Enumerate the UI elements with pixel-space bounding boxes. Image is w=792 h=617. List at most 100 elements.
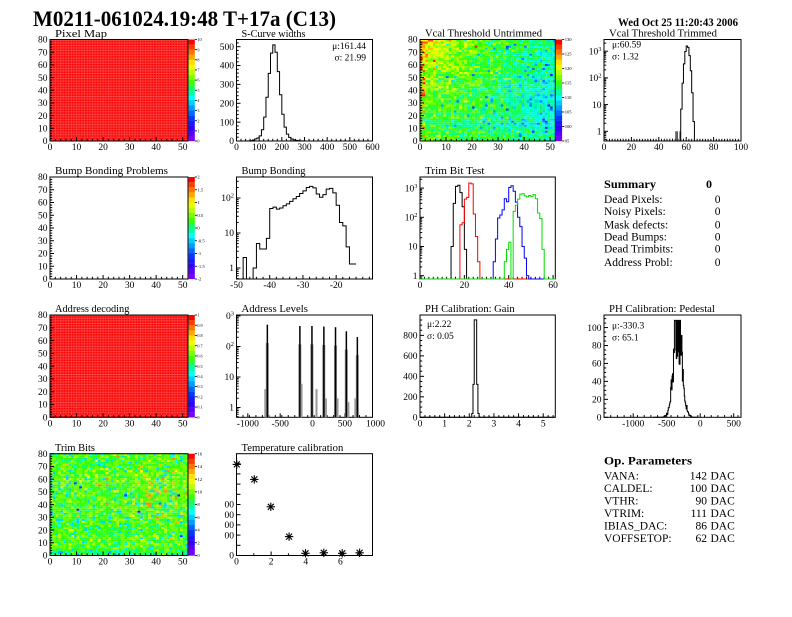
svg-text:20: 20 [408, 112, 418, 122]
svg-text:70: 70 [38, 48, 48, 58]
svg-text:0: 0 [715, 257, 721, 269]
svg-text:Pixel Map: Pixel Map [55, 28, 108, 40]
svg-text:40: 40 [592, 378, 602, 388]
svg-text:10: 10 [225, 373, 235, 383]
svg-text:30: 30 [125, 420, 135, 430]
svg-text:10: 10 [72, 281, 82, 291]
svg-text:80: 80 [709, 143, 719, 153]
svg-text:Dead Bumps:: Dead Bumps: [604, 232, 667, 244]
svg-text:30: 30 [38, 237, 48, 247]
svg-text:10: 10 [197, 37, 201, 42]
svg-text:400: 400 [403, 373, 418, 383]
svg-text:7: 7 [197, 68, 199, 73]
svg-text:20: 20 [38, 250, 48, 260]
svg-text:130: 130 [565, 37, 573, 42]
svg-text:20: 20 [460, 281, 470, 291]
svg-text:40: 40 [38, 224, 48, 234]
svg-text:60: 60 [38, 61, 48, 71]
svg-text:0: 0 [715, 244, 721, 256]
svg-text:60: 60 [38, 199, 48, 209]
svg-text:1: 1 [197, 200, 200, 205]
svg-text:105: 105 [565, 110, 573, 115]
svg-text:0: 0 [43, 137, 48, 147]
svg-text:Trim Bit Test: Trim Bit Test [425, 165, 485, 177]
svg-text:40: 40 [151, 143, 161, 153]
svg-text:10: 10 [592, 101, 602, 111]
svg-text:00: 00 [225, 521, 235, 531]
svg-text:3: 3 [197, 108, 199, 113]
svg-text:-1000: -1000 [622, 420, 644, 430]
svg-text:Wed Oct 25 11:20:43 2006: Wed Oct 25 11:20:43 2006 [618, 15, 738, 29]
svg-text:20: 20 [38, 388, 48, 398]
svg-text:IBIAS_DAC:: IBIAS_DAC: [604, 521, 667, 533]
svg-text:50: 50 [178, 420, 188, 430]
svg-text:30: 30 [125, 558, 135, 568]
svg-text:Bump Bonding: Bump Bonding [242, 165, 306, 177]
svg-text:Trim Bits: Trim Bits [55, 442, 95, 454]
svg-text:103: 103 [589, 46, 602, 58]
svg-text:Dead Trimbits:: Dead Trimbits: [604, 244, 673, 256]
svg-text:-20: -20 [330, 281, 343, 291]
svg-text:-0.5: -0.5 [197, 238, 205, 243]
svg-text:40: 40 [38, 86, 48, 96]
svg-text:0: 0 [197, 415, 199, 420]
svg-text:2: 2 [197, 540, 200, 545]
svg-text:DAC: DAC [711, 496, 736, 508]
svg-text:0: 0 [48, 420, 53, 430]
svg-text:80: 80 [38, 450, 48, 460]
svg-text:10: 10 [38, 539, 48, 549]
svg-text:0: 0 [43, 275, 48, 285]
svg-text:86: 86 [696, 521, 708, 533]
svg-text:4: 4 [197, 528, 200, 533]
svg-text:0: 0 [413, 414, 418, 424]
svg-text:2: 2 [467, 420, 472, 430]
svg-text:0.2: 0.2 [197, 394, 202, 399]
svg-text:σ: 0.05: σ: 0.05 [427, 332, 454, 342]
svg-text:125: 125 [565, 52, 573, 57]
svg-text:6: 6 [338, 558, 343, 568]
svg-text:0: 0 [197, 553, 200, 558]
svg-text:10: 10 [441, 143, 451, 153]
svg-text:102: 102 [405, 212, 418, 224]
svg-text:400: 400 [320, 143, 335, 153]
svg-text:6: 6 [197, 78, 199, 83]
svg-text:9: 9 [197, 47, 199, 52]
svg-text:5: 5 [541, 420, 546, 430]
svg-text:Op. Parameters: Op. Parameters [604, 454, 692, 468]
svg-text:0: 0 [229, 137, 234, 147]
svg-text:6: 6 [197, 515, 200, 520]
svg-text:12: 12 [197, 477, 202, 482]
svg-text:0: 0 [197, 139, 199, 144]
svg-text:-2: -2 [197, 277, 202, 282]
svg-text:500: 500 [343, 143, 358, 153]
svg-text:0.6: 0.6 [197, 354, 202, 359]
svg-text:40: 40 [504, 281, 514, 291]
svg-text:400: 400 [220, 62, 235, 72]
svg-text:40: 40 [151, 420, 161, 430]
svg-text:σ: 65.1: σ: 65.1 [612, 334, 639, 344]
svg-text:0.5: 0.5 [197, 213, 203, 218]
svg-text:1: 1 [229, 264, 234, 274]
svg-text:10: 10 [72, 558, 82, 568]
svg-text:1.5: 1.5 [197, 187, 203, 192]
svg-text:115: 115 [565, 81, 572, 86]
svg-text:0: 0 [310, 420, 315, 430]
svg-text:200: 200 [403, 393, 418, 403]
svg-text:0: 0 [43, 552, 48, 562]
svg-text:70: 70 [38, 186, 48, 196]
svg-text:σ: 21.99: σ: 21.99 [334, 53, 366, 63]
svg-text:0: 0 [706, 177, 712, 191]
svg-text:30: 30 [38, 99, 48, 109]
svg-text:-1.5: -1.5 [197, 264, 205, 269]
svg-text:0: 0 [48, 558, 53, 568]
svg-text:1: 1 [229, 404, 234, 414]
svg-text:60: 60 [38, 337, 48, 347]
svg-text:500: 500 [727, 420, 742, 430]
svg-text:Bump Bonding Problems: Bump Bonding Problems [55, 165, 168, 177]
svg-text:Mask defects:: Mask defects: [604, 220, 668, 232]
svg-text:μ:161.44: μ:161.44 [332, 42, 366, 52]
svg-text:30: 30 [38, 514, 48, 524]
svg-text:10: 10 [225, 229, 235, 239]
svg-text:103: 103 [405, 183, 418, 195]
svg-text:0.9: 0.9 [197, 323, 202, 328]
